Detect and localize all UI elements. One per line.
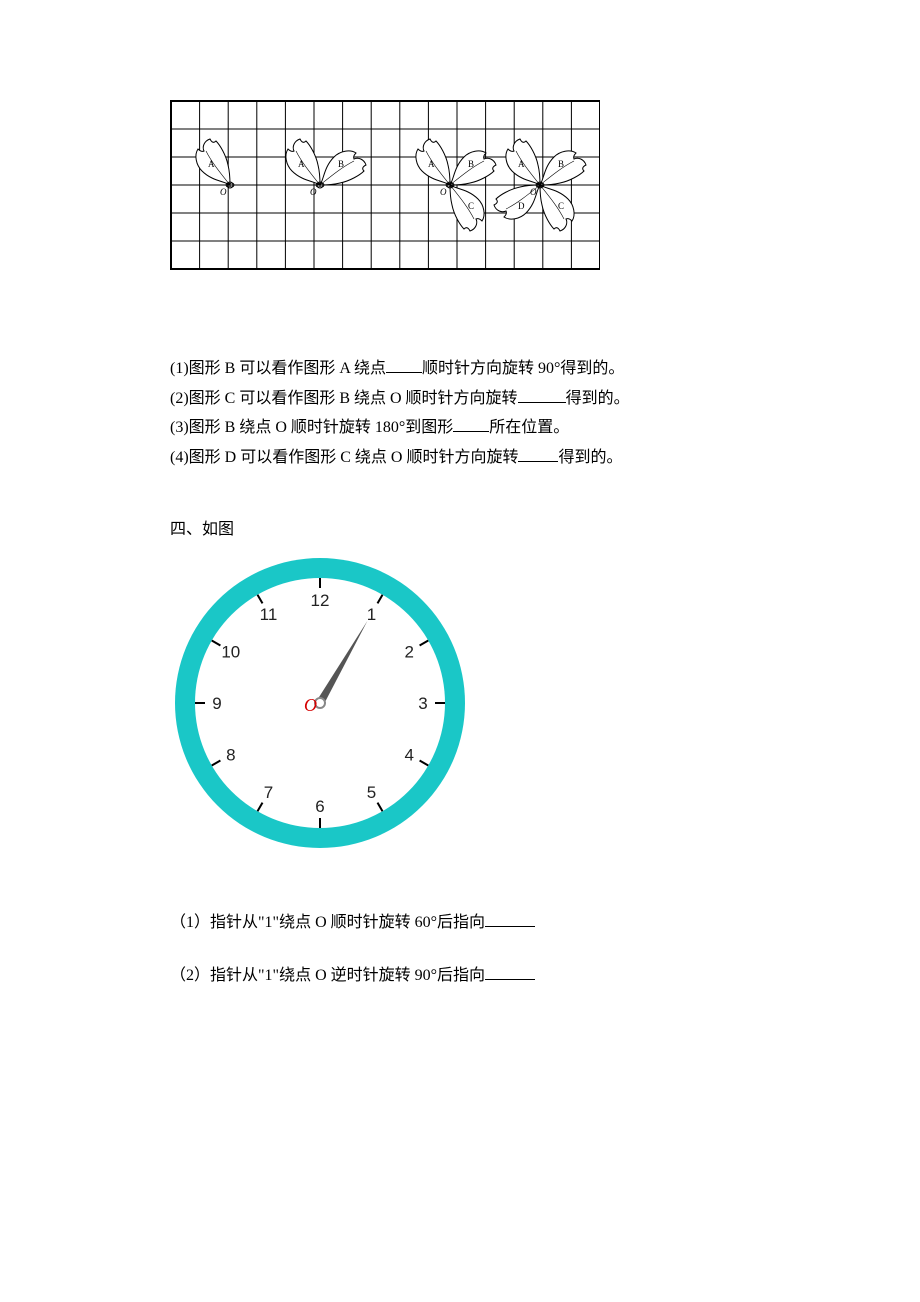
- question-set-2: （1）指针从"1"绕点 O 顺时针旋转 60°后指向 （2）指针从"1"绕点 O …: [170, 911, 750, 988]
- svg-text:1: 1: [367, 605, 376, 624]
- clock-svg: 123456789101112O: [170, 553, 470, 853]
- petal-svg: AOABOABCOABCDO: [170, 100, 600, 270]
- question-set-1: (1)图形 B 可以看作图形 A 绕点 顺时针方向旋转 90°得到的。 (2)图形 …: [170, 357, 750, 469]
- question-line: (4)图形 D 可以看作图形 C 绕点 O 顺时针方向旋转 得到的。: [170, 446, 750, 469]
- petal-rotation-diagram: AOABOABCOABCDO: [170, 100, 750, 277]
- question-suffix: 所在位置。: [489, 419, 569, 436]
- svg-text:7: 7: [264, 784, 273, 803]
- question-prefix: （1）指针从"1"绕点 O 顺时针旋转 60°后指向: [170, 914, 485, 931]
- svg-text:12: 12: [311, 591, 330, 610]
- svg-text:A: A: [208, 159, 215, 169]
- section-4-heading: 四、如图: [170, 519, 750, 541]
- svg-text:9: 9: [212, 694, 221, 713]
- svg-text:2: 2: [404, 643, 413, 662]
- question-suffix: 得到的。: [566, 390, 630, 407]
- fill-blank: [453, 416, 489, 432]
- svg-text:C: C: [468, 201, 474, 211]
- svg-text:11: 11: [260, 605, 278, 624]
- fill-blank: [485, 964, 535, 980]
- question-prefix: （2）指针从"1"绕点 O 逆时针旋转 90°后指向: [170, 967, 485, 984]
- svg-text:C: C: [558, 201, 564, 211]
- fill-blank: [518, 387, 566, 403]
- question-line: (3)图形 B 绕点 O 顺时针旋转 180°到图形 所在位置。: [170, 416, 750, 439]
- question-suffix: 顺时针方向旋转 90°得到的。: [422, 360, 624, 377]
- question-prefix: (1)图形 B 可以看作图形 A 绕点: [170, 360, 386, 377]
- question-prefix: (2)图形 C 可以看作图形 B 绕点 O 顺时针方向旋转: [170, 390, 518, 407]
- svg-text:A: A: [298, 159, 305, 169]
- svg-text:O: O: [310, 187, 317, 197]
- svg-text:O: O: [440, 187, 447, 197]
- question-suffix: 得到的。: [558, 449, 622, 466]
- svg-text:3: 3: [418, 694, 427, 713]
- svg-text:B: B: [338, 159, 344, 169]
- svg-text:8: 8: [226, 746, 235, 765]
- svg-text:A: A: [428, 159, 435, 169]
- svg-text:5: 5: [367, 784, 376, 803]
- fill-blank: [518, 446, 558, 462]
- svg-text:O: O: [304, 695, 317, 715]
- svg-text:6: 6: [315, 797, 324, 816]
- svg-text:D: D: [518, 201, 525, 211]
- clock-diagram: 123456789101112O: [170, 553, 750, 860]
- svg-text:10: 10: [221, 643, 240, 662]
- fill-blank: [386, 357, 422, 373]
- svg-text:O: O: [530, 187, 537, 197]
- svg-text:O: O: [220, 187, 227, 197]
- svg-text:A: A: [518, 159, 525, 169]
- question-prefix: (3)图形 B 绕点 O 顺时针旋转 180°到图形: [170, 419, 453, 436]
- question-line: (1)图形 B 可以看作图形 A 绕点 顺时针方向旋转 90°得到的。: [170, 357, 750, 380]
- question-line: (2)图形 C 可以看作图形 B 绕点 O 顺时针方向旋转 得到的。: [170, 387, 750, 410]
- svg-text:B: B: [558, 159, 564, 169]
- question-prefix: (4)图形 D 可以看作图形 C 绕点 O 顺时针方向旋转: [170, 449, 518, 466]
- question-line: （2）指针从"1"绕点 O 逆时针旋转 90°后指向: [170, 964, 750, 987]
- svg-text:B: B: [468, 159, 474, 169]
- svg-text:4: 4: [404, 746, 413, 765]
- question-line: （1）指针从"1"绕点 O 顺时针旋转 60°后指向: [170, 911, 750, 934]
- fill-blank: [485, 911, 535, 927]
